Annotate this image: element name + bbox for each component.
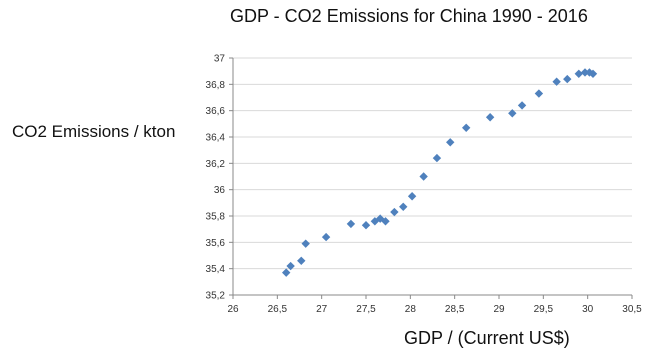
- y-tick-label: 36,2: [206, 159, 226, 170]
- x-tick-label: 28,5: [445, 304, 465, 315]
- data-point: [381, 217, 390, 226]
- data-point: [419, 172, 428, 181]
- data-point: [370, 217, 380, 226]
- data-point: [517, 101, 527, 110]
- y-tick-label: 36,6: [206, 106, 226, 117]
- x-tick-label: 28: [405, 304, 417, 315]
- y-tick-label: 36: [214, 185, 226, 196]
- data-point: [407, 192, 417, 201]
- x-tick-label: 26,5: [268, 304, 288, 315]
- data-point: [585, 68, 594, 77]
- data-point: [563, 74, 572, 84]
- x-tick-label: 30,5: [622, 304, 642, 315]
- data-point: [574, 69, 583, 78]
- data-point: [282, 268, 291, 277]
- x-tick-label: 29,5: [534, 304, 554, 315]
- x-tick-label: 27,5: [356, 304, 376, 315]
- y-tick-label: 35,6: [206, 238, 226, 249]
- data-point: [432, 153, 442, 163]
- data-point: [321, 232, 331, 242]
- data-point: [399, 202, 408, 211]
- x-tick-label: 27: [316, 304, 328, 315]
- data-point: [580, 68, 590, 77]
- y-tick-label: 37: [214, 54, 226, 65]
- y-axis-label: CO2 Emissions / kton: [12, 122, 176, 141]
- y-tick-label: 36,8: [206, 80, 226, 91]
- data-point: [461, 123, 471, 132]
- y-tick-label: 35,2: [206, 291, 226, 302]
- data-point: [534, 89, 544, 98]
- data-point: [552, 77, 561, 86]
- y-tick-label: 36,4: [206, 133, 226, 144]
- data-point: [346, 219, 356, 229]
- x-tick-label: 29: [493, 304, 505, 315]
- y-tick-label: 35,8: [206, 212, 226, 223]
- data-point: [485, 113, 495, 122]
- data-point: [390, 207, 399, 217]
- data-point: [286, 261, 295, 271]
- x-axis-label: GDP / (Current US$): [404, 328, 570, 348]
- data-point: [301, 239, 310, 248]
- data-point: [361, 221, 371, 230]
- y-tick-label: 35,4: [206, 264, 226, 275]
- data-point: [446, 138, 455, 147]
- data-point: [508, 109, 517, 118]
- chart-title: GDP - CO2 Emissions for China 1990 - 201…: [230, 6, 588, 26]
- x-tick-label: 30: [582, 304, 594, 315]
- x-tick-label: 26: [227, 304, 239, 315]
- data-point: [297, 256, 306, 265]
- data-point: [588, 69, 598, 78]
